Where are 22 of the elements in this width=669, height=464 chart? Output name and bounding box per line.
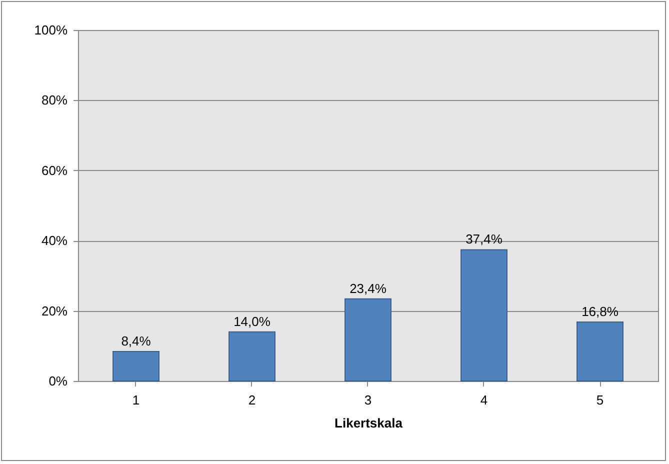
bar bbox=[112, 351, 160, 382]
x-axis-title: Likertskala bbox=[334, 416, 404, 430]
data-label: 37,4% bbox=[466, 232, 503, 247]
x-tick-label: 1 bbox=[132, 392, 140, 408]
y-tick-label: 40% bbox=[41, 233, 68, 248]
data-label: 16,8% bbox=[582, 304, 619, 320]
x-tick-label: 2 bbox=[248, 392, 256, 408]
x-tick-label: 3 bbox=[364, 392, 372, 408]
y-tick-label: 0% bbox=[48, 374, 68, 388]
y-tick-label: 100% bbox=[34, 22, 68, 38]
y-tick-label: 80% bbox=[41, 92, 68, 108]
data-label: 8,4% bbox=[121, 334, 152, 349]
bar bbox=[576, 322, 624, 382]
bar bbox=[344, 298, 392, 382]
x-tick-label: 5 bbox=[596, 392, 604, 408]
bar bbox=[228, 331, 276, 382]
x-tick-label: 4 bbox=[480, 392, 488, 408]
data-label: 14,0% bbox=[234, 314, 271, 329]
y-tick-label: 60% bbox=[41, 162, 68, 178]
y-tick-label: 20% bbox=[41, 303, 68, 318]
bar bbox=[460, 249, 508, 382]
data-label: 23,4% bbox=[350, 280, 387, 296]
